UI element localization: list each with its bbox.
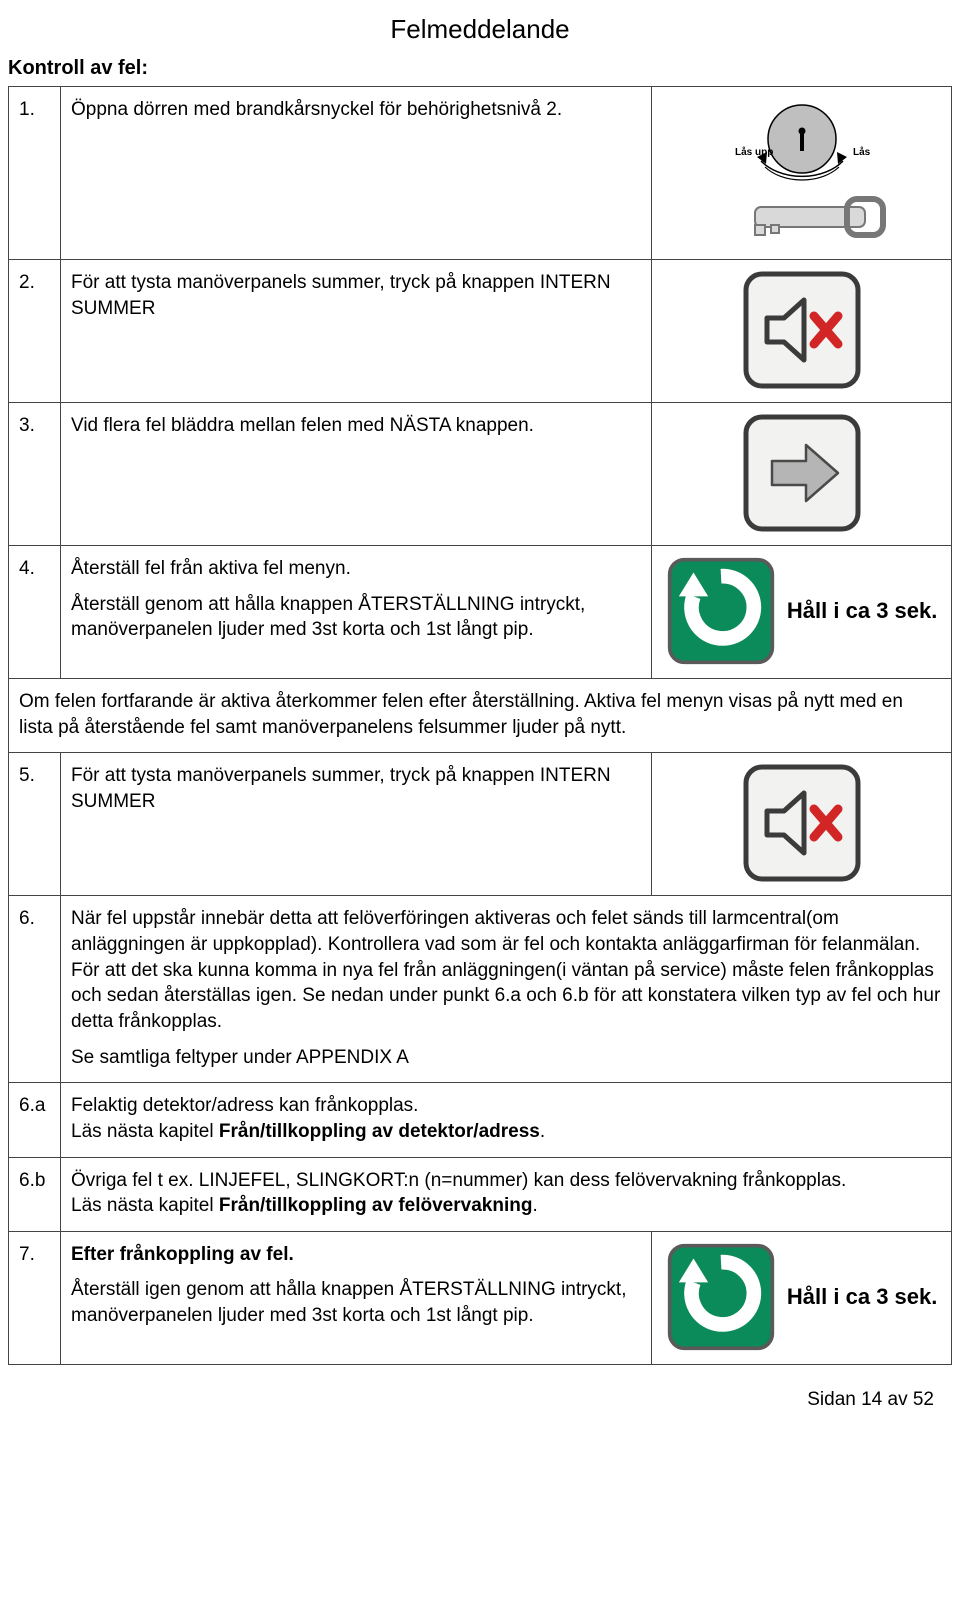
table-row: 6. När fel uppstår innebär detta att fel…: [9, 896, 952, 1083]
mute-icon: [742, 763, 862, 883]
table-row: 5. För att tysta manöverpanels summer, t…: [9, 753, 952, 896]
reset-icon: [666, 556, 776, 666]
page-title: Felmeddelande: [8, 0, 952, 53]
s6a-l2b: Från/tillkoppling av detektor/adress: [219, 1121, 540, 1142]
table-row: 6.b Övriga fel t ex. LINJEFEL, SLINGKORT…: [9, 1157, 952, 1231]
step-text: Felaktig detektor/adress kan frånkopplas…: [61, 1083, 952, 1157]
note-text: Om felen fortfarande är aktiva återkomme…: [9, 679, 952, 753]
step6-p2: Se samtliga feltyper under APPENDIX A: [71, 1045, 941, 1071]
mute-icon: [742, 270, 862, 390]
step-icon-cell: Håll i ca 3 sek.: [652, 1231, 952, 1364]
s6a-l2a: Läs nästa kapitel: [71, 1121, 219, 1142]
step-number: 3.: [9, 403, 61, 546]
step-text: För att tysta manöverpanels summer, tryc…: [61, 753, 652, 896]
step7-title: Efter frånkoppling av fel.: [71, 1242, 641, 1268]
next-arrow-icon: [742, 413, 862, 533]
s6b-l2c: .: [532, 1195, 537, 1216]
step-icon-cell: [652, 753, 952, 896]
step6-p1: När fel uppstår innebär detta att felöve…: [71, 906, 941, 1034]
step-number: 6.: [9, 896, 61, 1083]
step-text: När fel uppstår innebär detta att felöve…: [61, 896, 952, 1083]
step-number: 5.: [9, 753, 61, 896]
subtitle: Kontroll av fel:: [8, 53, 952, 86]
step-icon-cell: Lås upp Lås: [652, 87, 952, 260]
step-text: Efter frånkoppling av fel. Återställ ige…: [61, 1231, 652, 1364]
table-row: Om felen fortfarande är aktiva återkomme…: [9, 679, 952, 753]
table-row: 3. Vid flera fel bläddra mellan felen me…: [9, 403, 952, 546]
page-footer: Sidan 14 av 52: [8, 1365, 952, 1413]
step-number: 2.: [9, 260, 61, 403]
step-icon-cell: Håll i ca 3 sek.: [652, 546, 952, 679]
step-text: För att tysta manöverpanels summer, tryc…: [61, 260, 652, 403]
step4-line1: Återställ fel från aktiva fel menyn.: [71, 556, 641, 582]
reset-icon: [666, 1242, 776, 1352]
hold-caption: Håll i ca 3 sek.: [787, 596, 937, 626]
table-row: 4. Återställ fel från aktiva fel menyn. …: [9, 546, 952, 679]
step-text: Återställ fel från aktiva fel menyn. Åte…: [61, 546, 652, 679]
step-number: 6.a: [9, 1083, 61, 1157]
lock-key-icon: Lås upp Lås: [697, 97, 907, 247]
step-number: 6.b: [9, 1157, 61, 1231]
lock-label-right: Lås: [853, 146, 871, 158]
step-icon-cell: [652, 260, 952, 403]
step4-line2: Återställ genom att hålla knappen ÅTERST…: [71, 592, 641, 643]
table-row: 2. För att tysta manöverpanels summer, t…: [9, 260, 952, 403]
s6b-l2a: Läs nästa kapitel: [71, 1195, 219, 1216]
step-number: 4.: [9, 546, 61, 679]
s6a-l2c: .: [540, 1121, 545, 1142]
lock-label-left: Lås upp: [735, 146, 773, 158]
s6a-l1: Felaktig detektor/adress kan frånkopplas…: [71, 1095, 418, 1116]
step-text: Öppna dörren med brandkårsnyckel för beh…: [61, 87, 652, 260]
table-row: 7. Efter frånkoppling av fel. Återställ …: [9, 1231, 952, 1364]
s6b-l1: Övriga fel t ex. LINJEFEL, SLINGKORT:n (…: [71, 1170, 846, 1191]
table-row: 6.a Felaktig detektor/adress kan frånkop…: [9, 1083, 952, 1157]
step-number: 7.: [9, 1231, 61, 1364]
steps-table: 1. Öppna dörren med brandkårsnyckel för …: [8, 86, 952, 1365]
step-icon-cell: [652, 403, 952, 546]
step-number: 1.: [9, 87, 61, 260]
step-text: Vid flera fel bläddra mellan felen med N…: [61, 403, 652, 546]
table-row: 1. Öppna dörren med brandkårsnyckel för …: [9, 87, 952, 260]
hold-caption: Håll i ca 3 sek.: [787, 1282, 937, 1312]
step7-text: Återställ igen genom att hålla knappen Å…: [71, 1277, 641, 1328]
s6b-l2b: Från/tillkoppling av felövervakning: [219, 1195, 533, 1216]
step-text: Övriga fel t ex. LINJEFEL, SLINGKORT:n (…: [61, 1157, 952, 1231]
